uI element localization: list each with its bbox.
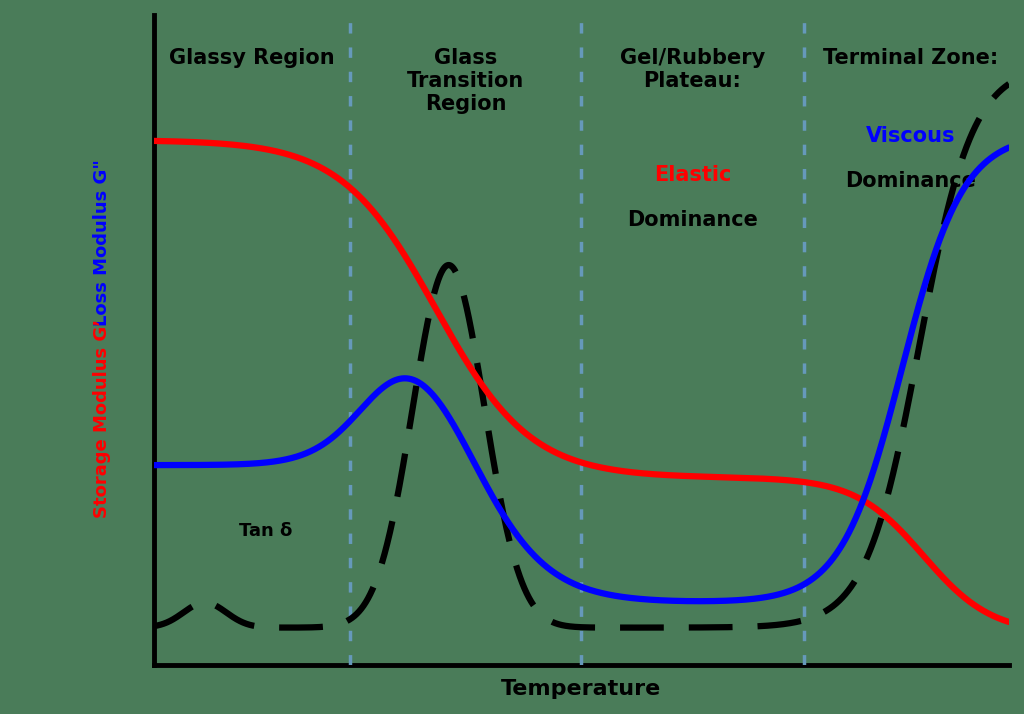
Text: Tan δ: Tan δ (239, 522, 293, 540)
Text: Glass
Transition
Region: Glass Transition Region (408, 48, 524, 114)
X-axis label: Temperature: Temperature (501, 679, 662, 699)
Text: Dominance: Dominance (627, 210, 758, 230)
Text: Glassy Region: Glassy Region (169, 48, 335, 68)
Text: Viscous: Viscous (866, 126, 955, 146)
Text: Storage Modulus G’: Storage Modulus G’ (93, 318, 112, 518)
Text: Gel/Rubbery
Plateau:: Gel/Rubbery Plateau: (620, 48, 765, 91)
Text: Loss Modulus G": Loss Modulus G" (93, 159, 112, 326)
Text: Dominance: Dominance (845, 171, 976, 191)
Text: Elastic: Elastic (653, 164, 731, 184)
Text: Terminal Zone:: Terminal Zone: (823, 48, 998, 68)
